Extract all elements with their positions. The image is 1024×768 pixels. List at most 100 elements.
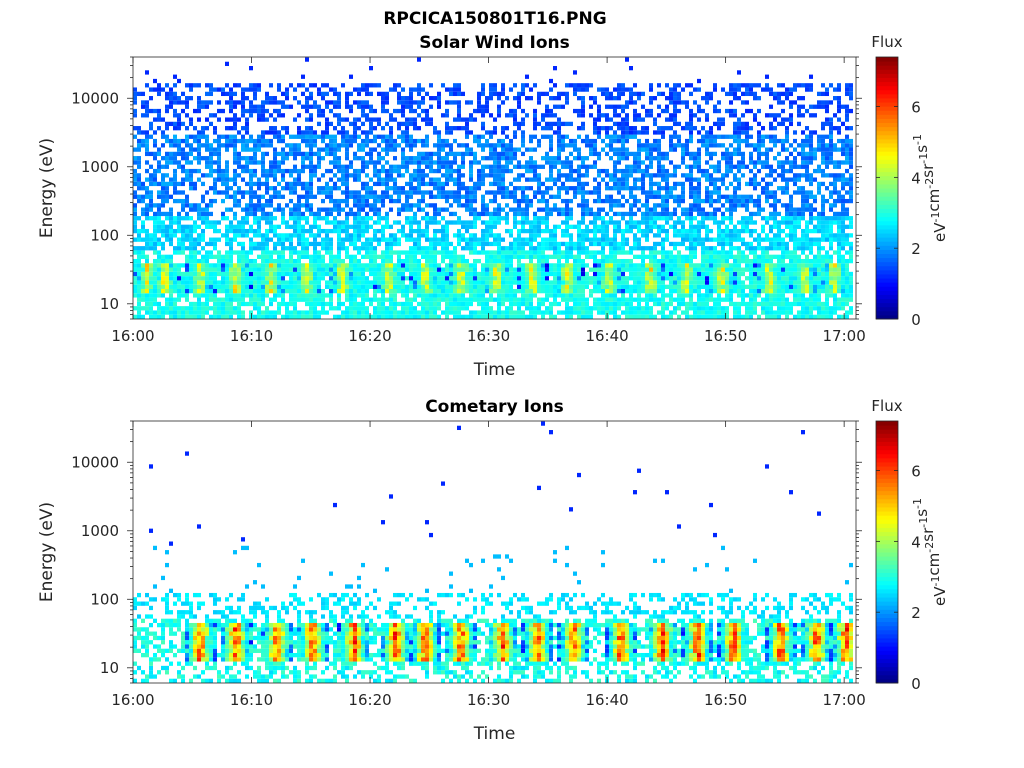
heatmap-cell	[429, 310, 433, 315]
heatmap-cell	[245, 156, 249, 161]
heatmap-cell	[145, 207, 149, 212]
heatmap-cell	[581, 293, 585, 298]
heatmap-cell	[501, 310, 505, 315]
heatmap-cell	[497, 156, 501, 161]
heatmap-cell	[385, 310, 389, 315]
heatmap-cell	[161, 156, 165, 161]
heatmap-cell	[649, 297, 653, 302]
heatmap-cell	[289, 168, 293, 174]
heatmap-cell	[569, 241, 573, 247]
heatmap-cell	[181, 284, 185, 289]
heatmap-cell	[621, 117, 625, 122]
heatmap-cell	[513, 224, 517, 229]
heatmap-cell	[281, 126, 285, 131]
heatmap-cell	[245, 121, 249, 127]
heatmap-cell	[165, 104, 169, 109]
heatmap-cell	[301, 276, 305, 281]
heatmap-cell	[273, 271, 277, 277]
heatmap-cell	[273, 276, 277, 281]
heatmap-cell	[345, 130, 349, 135]
heatmap-cell	[649, 113, 653, 118]
heatmap-cell	[513, 121, 517, 127]
heatmap-cell	[369, 190, 373, 195]
heatmap-cell	[221, 168, 225, 174]
heatmap-cell	[297, 181, 301, 187]
heatmap-cell	[181, 168, 185, 174]
heatmap-cell	[445, 297, 449, 302]
heatmap-cell	[409, 173, 413, 178]
heatmap-cell	[573, 301, 577, 307]
heatmap-cell	[445, 87, 449, 92]
heatmap-cell	[469, 276, 473, 281]
heatmap-cell	[649, 250, 653, 255]
heatmap-cell	[481, 314, 485, 319]
heatmap-cell	[509, 297, 513, 302]
heatmap-cell	[609, 198, 613, 204]
heatmap-cell	[373, 284, 377, 289]
heatmap-cell	[517, 100, 521, 105]
heatmap-cell	[393, 138, 397, 144]
heatmap-cell	[309, 194, 313, 199]
heatmap-cell	[461, 220, 465, 225]
heatmap-cell	[437, 280, 441, 285]
heatmap-cell	[381, 100, 385, 105]
heatmap-cell	[157, 263, 161, 268]
heatmap-cell	[329, 186, 333, 191]
heatmap-cell	[285, 314, 289, 319]
heatmap-cell	[513, 271, 517, 277]
heatmap-cell	[473, 284, 477, 289]
heatmap-cell	[385, 186, 389, 191]
heatmap-cell	[137, 267, 141, 272]
heatmap-cell	[457, 228, 461, 234]
heatmap-cell	[181, 147, 185, 152]
heatmap-cell	[253, 306, 257, 311]
heatmap-cell	[297, 241, 301, 247]
heatmap-cell	[233, 194, 237, 199]
heatmap-cell	[277, 130, 281, 135]
heatmap-cell	[437, 263, 441, 268]
heatmap-cell	[145, 271, 149, 277]
heatmap-cell	[409, 207, 413, 212]
heatmap-cell	[441, 241, 445, 247]
heatmap-cell	[253, 228, 257, 234]
heatmap-cell	[601, 113, 605, 118]
heatmap-cell	[521, 190, 525, 195]
heatmap-cell	[217, 151, 221, 157]
heatmap-cell	[397, 121, 401, 127]
heatmap-cell	[613, 293, 617, 298]
heatmap-cell	[325, 310, 329, 315]
heatmap-cell	[553, 104, 557, 109]
heatmap-cell	[353, 233, 357, 238]
heatmap-cell	[457, 143, 461, 148]
heatmap-cell	[161, 263, 165, 268]
heatmap-cell	[621, 293, 625, 298]
heatmap-cell	[469, 233, 473, 238]
heatmap-cell	[141, 280, 145, 285]
heatmap-cell	[617, 190, 621, 195]
heatmap-cell	[577, 297, 581, 302]
heatmap-cell	[297, 203, 301, 208]
heatmap-cell	[357, 228, 361, 234]
heatmap-cell	[525, 96, 529, 101]
heatmap-cell	[521, 87, 525, 92]
heatmap-cell	[389, 164, 393, 169]
heatmap-cell	[577, 306, 581, 311]
heatmap-cell	[205, 134, 209, 139]
heatmap-cell	[533, 314, 537, 319]
heatmap-cell	[625, 224, 629, 229]
heatmap-cell	[377, 263, 381, 268]
heatmap-cell	[497, 293, 501, 298]
heatmap-cell	[645, 297, 649, 302]
heatmap-cell	[257, 263, 261, 268]
heatmap-cell	[493, 250, 497, 255]
heatmap-cell	[349, 293, 353, 298]
heatmap-cell	[429, 181, 433, 187]
heatmap-cell	[537, 138, 541, 144]
heatmap-cell	[433, 203, 437, 208]
heatmap-cell	[437, 134, 441, 139]
heatmap-cell	[361, 241, 365, 247]
heatmap-cell	[349, 310, 353, 315]
heatmap-cell	[429, 168, 433, 174]
heatmap-cell	[341, 173, 345, 178]
heatmap-cell	[173, 100, 177, 105]
